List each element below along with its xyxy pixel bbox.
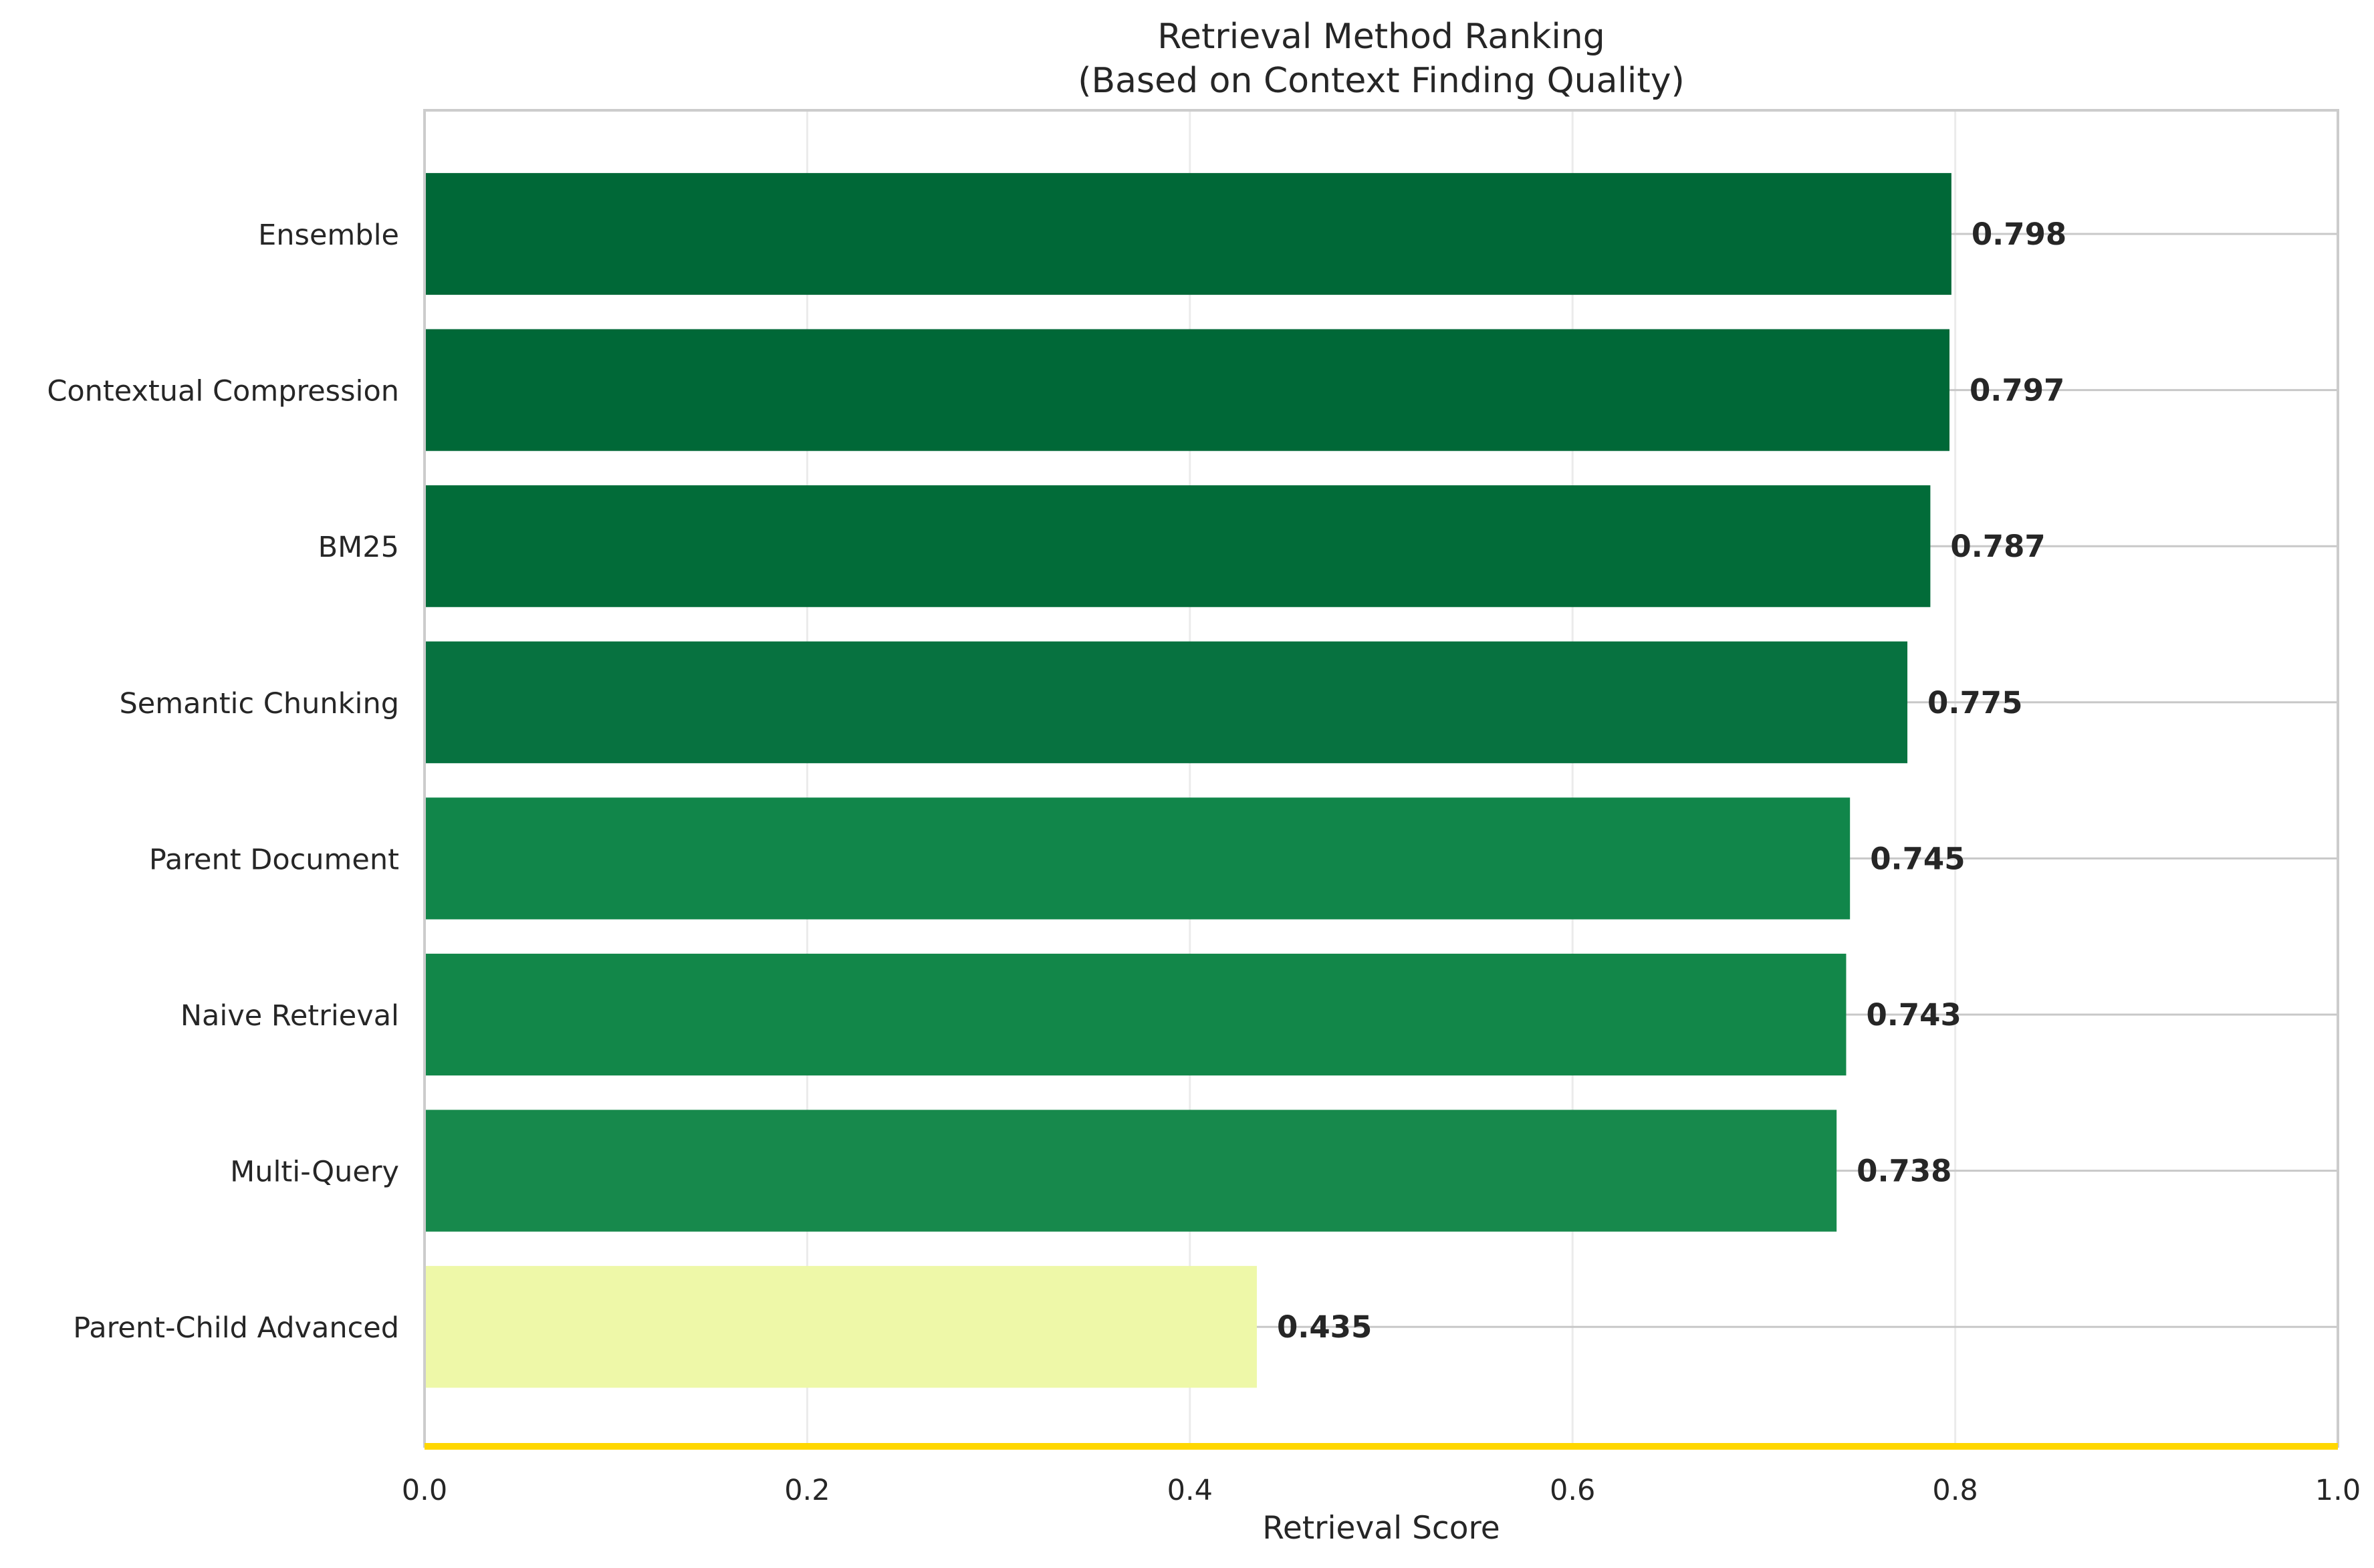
bar-value-label: 0.743 bbox=[1866, 997, 1961, 1033]
x-tick-label: 0.6 bbox=[1550, 1474, 1595, 1507]
y-tick-label: Ensemble bbox=[258, 219, 399, 252]
x-tick-label: 0.0 bbox=[402, 1474, 447, 1507]
y-tick-label: Parent-Child Advanced bbox=[73, 1311, 399, 1345]
bar-value-label: 0.798 bbox=[1972, 217, 2066, 252]
bar-value-label: 0.787 bbox=[1950, 529, 2045, 564]
bar-value-label: 0.797 bbox=[1970, 373, 2064, 408]
bar-value-label: 0.738 bbox=[1857, 1154, 1951, 1189]
chart-title-line1: Retrieval Method Ranking bbox=[1157, 17, 1605, 57]
bars bbox=[425, 172, 1951, 1388]
bar-semantic-chunking bbox=[425, 641, 1908, 763]
y-tick-label: Parent Document bbox=[149, 843, 399, 876]
bar-contextual-compression bbox=[425, 329, 1950, 451]
y-tick-label: Contextual Compression bbox=[47, 375, 399, 408]
y-tick-label: Multi-Query bbox=[230, 1156, 399, 1189]
y-tick-labels: Ensemble Contextual Compression BM25 Semant… bbox=[47, 219, 399, 1345]
bar-value-label: 0.775 bbox=[1927, 685, 2022, 721]
y-tick-label: BM25 bbox=[318, 531, 399, 564]
value-labels: 0.798 0.797 0.787 0.775 0.745 0.743 0.738 0.435 bbox=[1277, 217, 2066, 1345]
x-tick-labels: 0.0 0.2 0.4 0.6 0.8 1.0 bbox=[402, 1474, 2361, 1507]
x-tick-label: 0.4 bbox=[1167, 1474, 1213, 1507]
plot-area bbox=[425, 110, 2338, 1446]
bar-bm25 bbox=[425, 485, 1931, 608]
y-tick-label: Naive Retrieval bbox=[181, 999, 399, 1033]
y-tick-label: Semantic Chunking bbox=[119, 687, 399, 721]
bar-parent-child-advanced bbox=[425, 1266, 1257, 1388]
bar-value-label: 0.435 bbox=[1277, 1309, 1372, 1345]
x-tick-label: 0.8 bbox=[1932, 1474, 1978, 1507]
bar-parent-document bbox=[425, 797, 1851, 920]
chart-subtitle: (Based on Context Finding Quality) bbox=[1078, 61, 1685, 101]
bar-ensemble bbox=[425, 172, 1951, 295]
bar-multi-query bbox=[425, 1109, 1837, 1232]
x-tick-label: 1.0 bbox=[2315, 1474, 2361, 1507]
x-tick-label: 0.2 bbox=[784, 1474, 830, 1507]
x-axis-label: Retrieval Score bbox=[1262, 1510, 1500, 1547]
chart-title: Retrieval Method Ranking (Based on Conte… bbox=[1078, 17, 1685, 101]
bar-naive-retrieval bbox=[425, 953, 1847, 1076]
bar-value-label: 0.745 bbox=[1870, 841, 1965, 876]
